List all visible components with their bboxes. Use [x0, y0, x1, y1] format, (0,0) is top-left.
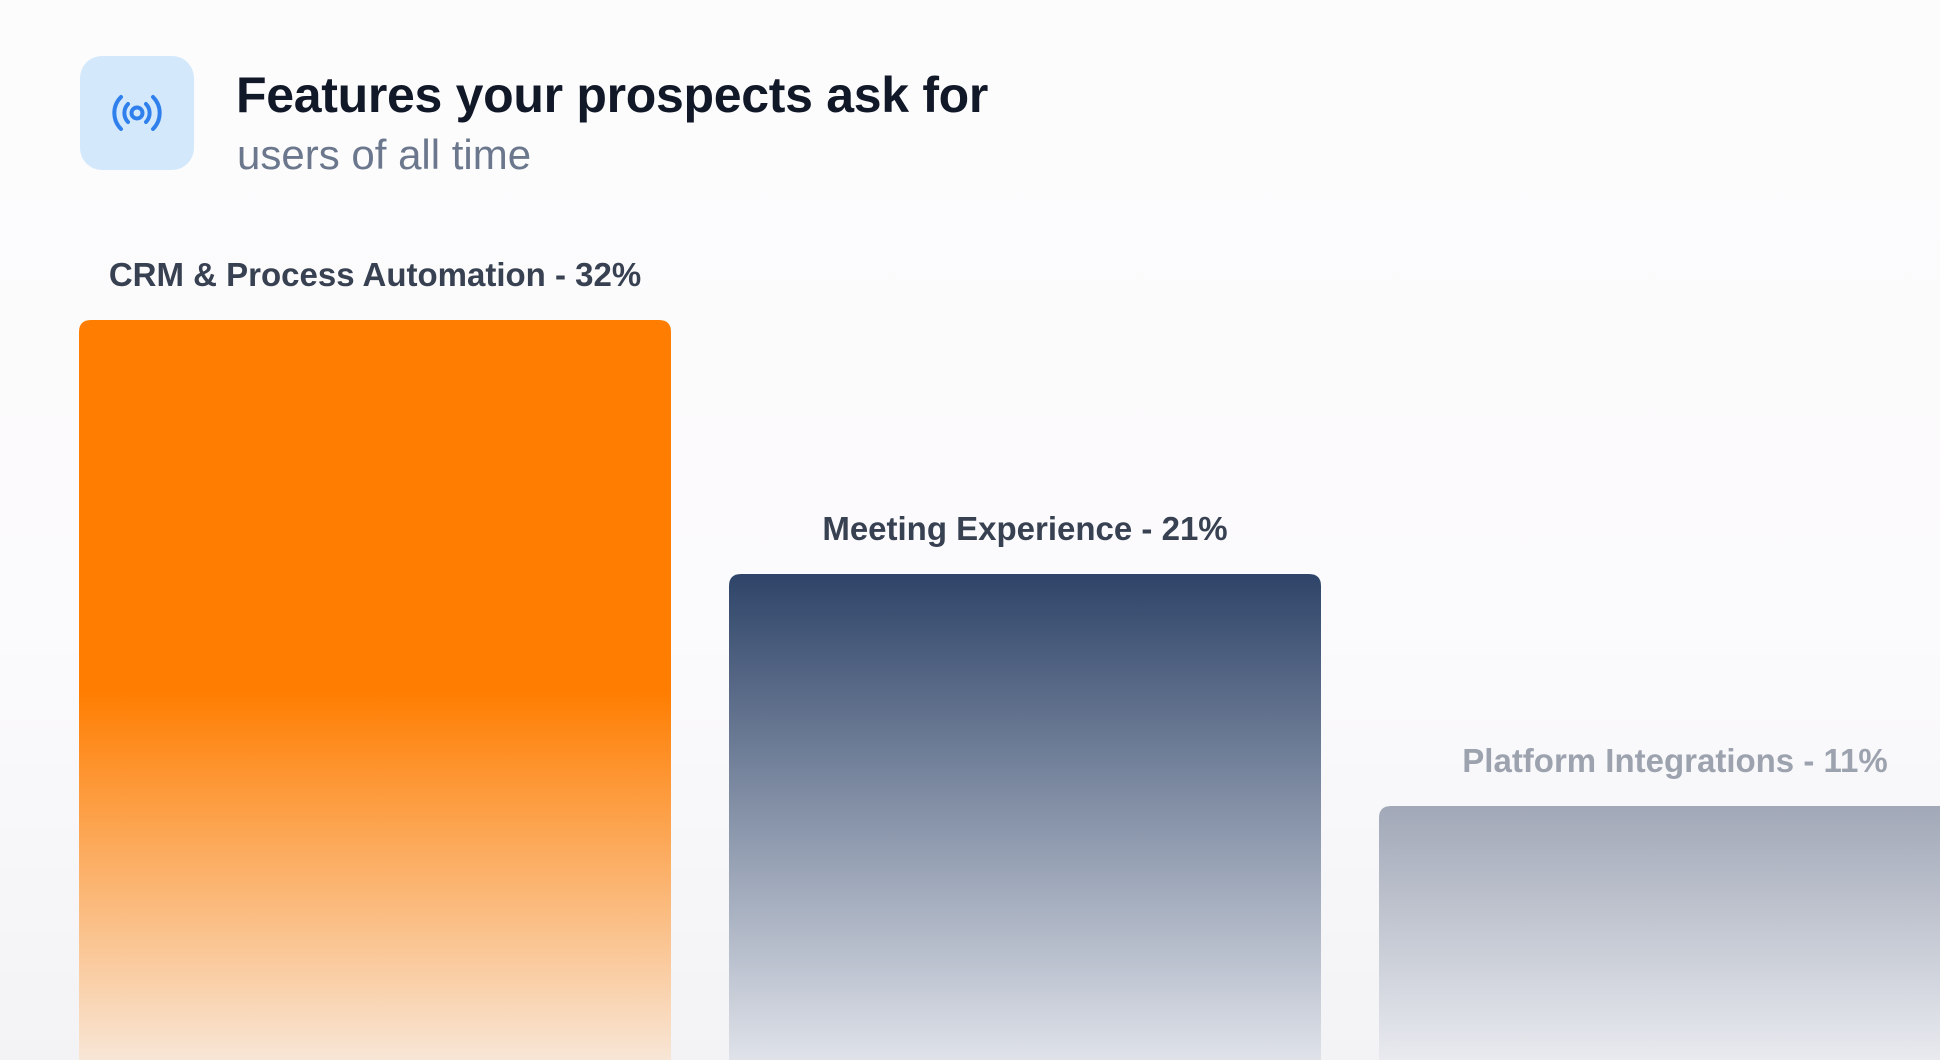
bar-label: Platform Integrations - 11%: [1462, 742, 1887, 779]
chart-title: Features your prospects ask for: [236, 67, 989, 123]
broadcast-signal-icon: [112, 95, 162, 131]
bar-platform-integrations: [1379, 806, 1940, 1060]
bar-label: CRM & Process Automation - 32%: [109, 256, 641, 293]
bar-crm-process-automation: [79, 320, 671, 1060]
chart-subtitle: users of all time: [237, 131, 532, 178]
bar-label: Meeting Experience - 21%: [822, 510, 1227, 547]
broadcast-icon-tile: [80, 56, 194, 170]
bar-meeting-experience: [729, 574, 1321, 1060]
